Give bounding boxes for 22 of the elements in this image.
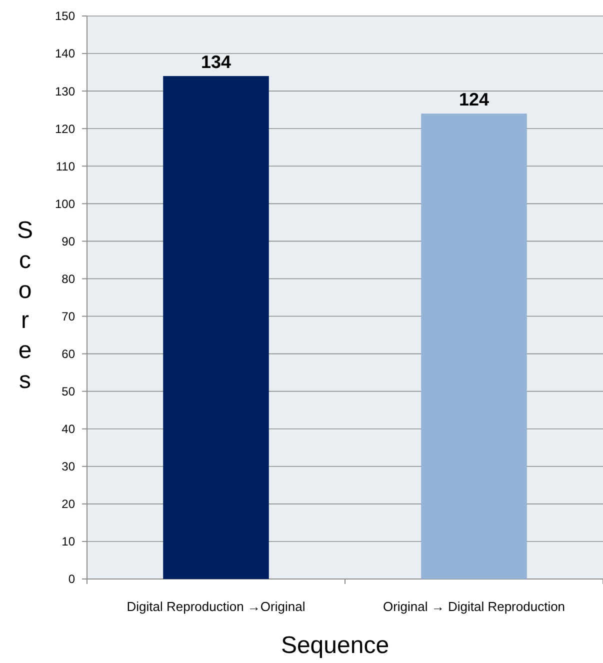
y-tick-label: 40 <box>62 422 76 436</box>
y-tick-label: 30 <box>62 460 76 474</box>
y-tick-label: 150 <box>54 9 76 24</box>
y-axis-title: Scores <box>16 217 34 394</box>
y-tick-label: 110 <box>56 159 76 174</box>
y-tick-label: 10 <box>62 534 76 549</box>
data-label: 124 <box>458 90 490 110</box>
y-tick-label: 120 <box>54 122 76 136</box>
x-axis-title: Sequence <box>280 632 390 659</box>
y-tick-label: 90 <box>62 234 76 248</box>
y-tick-label: 130 <box>54 84 76 98</box>
y-tick-label: 80 <box>62 272 76 286</box>
y-tick-label: 70 <box>62 309 76 324</box>
y-tick-label: 100 <box>54 196 76 211</box>
y-tick-label: 50 <box>62 384 76 399</box>
y-tick-label: 0 <box>68 572 76 586</box>
y-tick-label: 60 <box>62 347 76 361</box>
x-tick-label: Original → Digital Reproduction <box>382 599 566 614</box>
data-label: 134 <box>200 52 232 72</box>
y-tick-label: 20 <box>62 497 76 512</box>
x-tick-label: Digital Reproduction →Original <box>126 599 306 614</box>
y-tick-label: 140 <box>54 46 76 61</box>
